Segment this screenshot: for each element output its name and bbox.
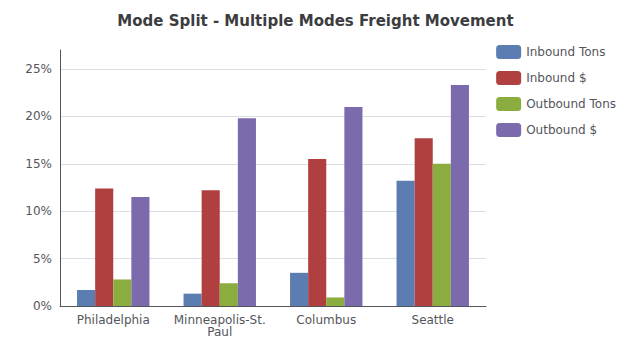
svg-text:Seattle: Seattle — [412, 313, 454, 327]
svg-text:Paul: Paul — [207, 325, 232, 339]
svg-text:Minneapolis-St.: Minneapolis-St. — [173, 313, 266, 327]
svg-text:Outbound $: Outbound $ — [526, 123, 597, 137]
svg-text:Inbound Tons: Inbound Tons — [526, 45, 605, 59]
svg-text:Mode Split - Multiple Modes Fr: Mode Split - Multiple Modes Freight Move… — [117, 12, 513, 30]
svg-text:Columbus: Columbus — [296, 313, 356, 327]
svg-text:15%: 15% — [25, 157, 52, 171]
svg-text:20%: 20% — [25, 109, 52, 123]
svg-text:0%: 0% — [33, 299, 52, 313]
svg-text:10%: 10% — [25, 204, 52, 218]
svg-text:Inbound $: Inbound $ — [526, 71, 586, 85]
svg-text:Philadelphia: Philadelphia — [77, 313, 150, 327]
svg-text:5%: 5% — [33, 252, 52, 266]
svg-text:Outbound Tons: Outbound Tons — [526, 97, 616, 111]
svg-text:25%: 25% — [25, 62, 52, 76]
